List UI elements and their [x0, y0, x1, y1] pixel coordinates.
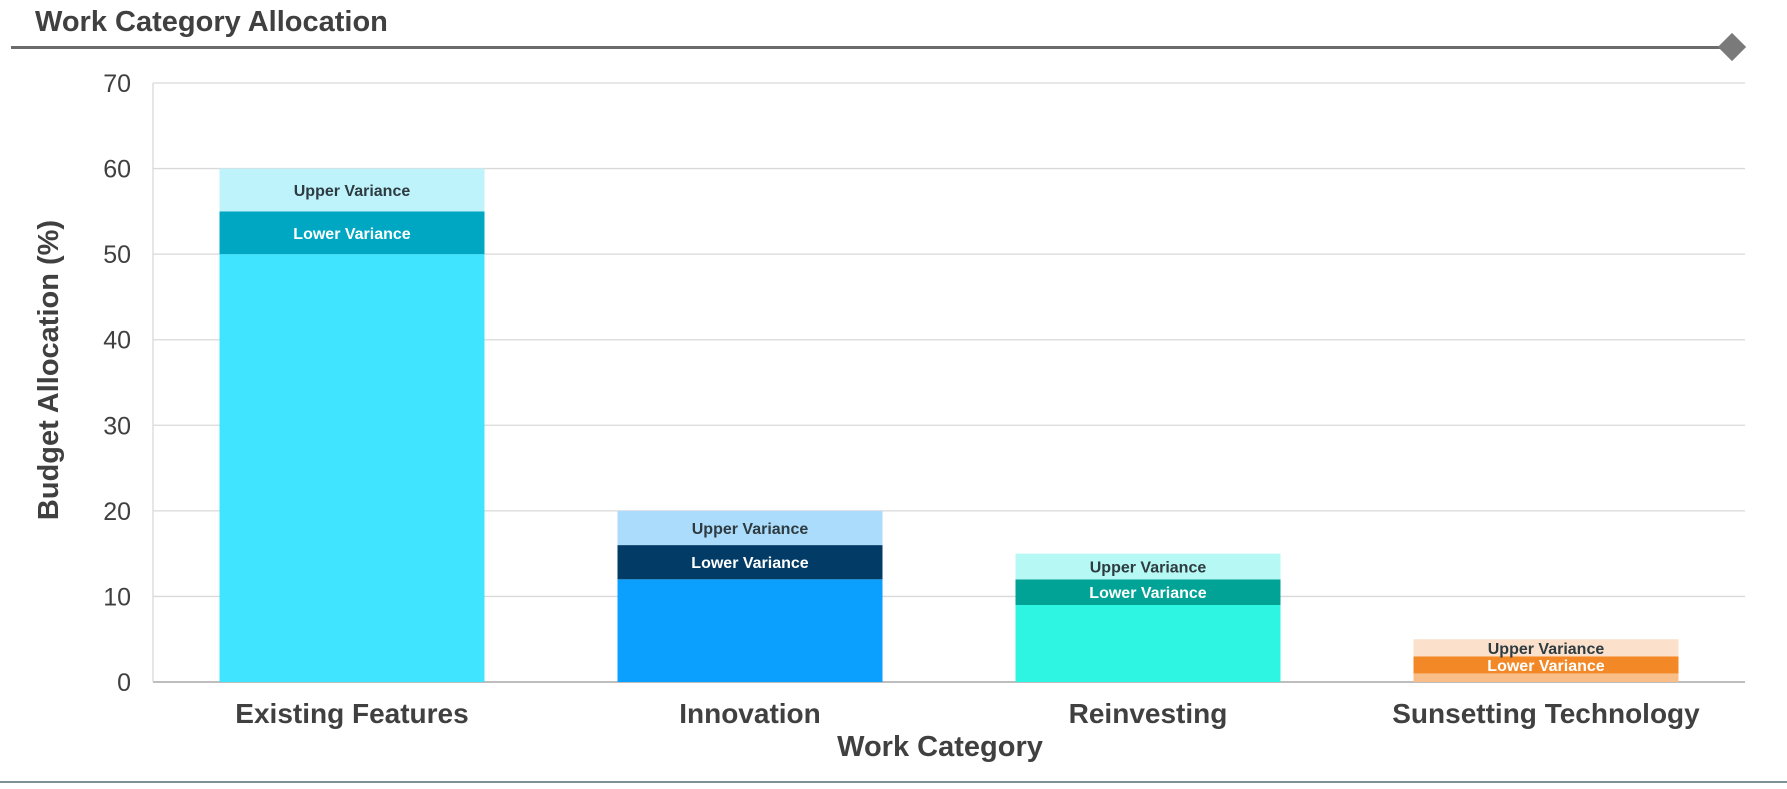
- bar-upper-variance-sunsetting-technology: [1413, 639, 1679, 657]
- category-label-existing-features: Existing Features: [235, 698, 468, 729]
- bar-lower-variance-innovation: [617, 545, 883, 580]
- x-category-labels: Existing Features Innovation Reinvesting Su…: [235, 698, 1700, 729]
- upper-variance-label: Upper Variance: [294, 183, 411, 200]
- bar-base-innovation: [617, 579, 883, 682]
- title-underline: [11, 46, 1731, 49]
- y-tick-label: 10: [103, 583, 131, 611]
- lower-variance-label: Lower Variance: [1089, 585, 1206, 602]
- category-label-sunsetting-technology: Sunsetting Technology: [1392, 698, 1700, 729]
- category-label-innovation: Innovation: [679, 698, 821, 729]
- y-tick-label: 60: [103, 156, 131, 184]
- bar-base-sunsetting-technology: [1413, 673, 1679, 682]
- lower-variance-label: Lower Variance: [691, 555, 808, 572]
- bar-lower-variance-sunsetting-technology: [1413, 656, 1679, 674]
- bar-base-reinvesting: [1015, 604, 1281, 682]
- upper-variance-label: Upper Variance: [1090, 559, 1207, 576]
- upper-variance-label: Upper Variance: [692, 521, 809, 538]
- y-tick-labels: 0 10 20 30 40 50 60 70: [103, 70, 131, 697]
- bar-upper-variance-reinvesting: [1015, 553, 1281, 580]
- y-axis-title: Budget Allocation (%): [33, 220, 65, 520]
- chart-title: Work Category Allocation: [35, 6, 388, 38]
- y-tick-label: 0: [117, 669, 131, 697]
- y-tick-label: 40: [103, 327, 131, 355]
- bar-upper-variance-existing-features: [219, 168, 485, 212]
- bar-lower-variance-existing-features: [219, 211, 485, 255]
- bar-upper-variance-innovation: [617, 510, 883, 546]
- upper-variance-label: Upper Variance: [1488, 641, 1605, 658]
- bar-lower-variance-reinvesting: [1015, 579, 1281, 605]
- y-tick-label: 30: [103, 412, 131, 440]
- bar-base-existing-features: [219, 254, 485, 682]
- y-tick-label: 50: [103, 241, 131, 269]
- y-tick-label: 70: [103, 70, 131, 98]
- y-tick-label: 20: [103, 498, 131, 526]
- x-axis-title: Work Category: [837, 731, 1043, 763]
- lower-variance-label: Lower Variance: [1487, 658, 1604, 675]
- bottom-rule: [0, 781, 1787, 783]
- lower-variance-label: Lower Variance: [293, 226, 410, 243]
- category-label-reinvesting: Reinvesting: [1069, 698, 1228, 729]
